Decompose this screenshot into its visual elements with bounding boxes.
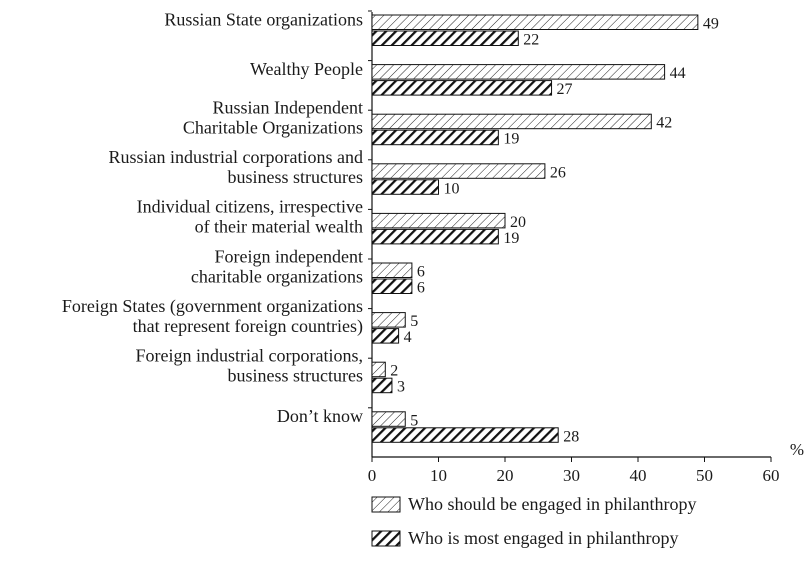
category-label: Foreign industrial corporations,	[136, 345, 363, 365]
bar-most-engaged	[371, 30, 519, 46]
x-tick-label: 30	[563, 466, 580, 485]
category-label: Wealthy People	[250, 59, 363, 79]
bar-should-engage	[371, 312, 406, 328]
bar-should-engage	[371, 113, 652, 130]
x-tick-label: 10	[430, 466, 447, 485]
category-label: of their material wealth	[195, 217, 363, 237]
bar-value-label: 5	[410, 412, 418, 429]
bar-most-engaged	[371, 377, 393, 394]
bar-most-engaged	[371, 228, 499, 245]
bar-value-label: 19	[503, 131, 519, 148]
bar-value-label: 5	[410, 313, 418, 330]
legend-swatch	[371, 530, 401, 547]
bar-value-label: 2	[390, 363, 398, 380]
category-label: Russian State organizations	[164, 9, 363, 29]
bar-should-engage	[371, 262, 413, 278]
bar-value-label: 26	[550, 164, 566, 181]
legend-swatch	[371, 496, 401, 513]
bar-most-engaged	[371, 328, 400, 344]
bar-value-label: 10	[444, 180, 460, 197]
bar-value-label: 6	[417, 280, 425, 297]
category-label: Russian industrial corporations and	[109, 147, 363, 167]
bar-value-label: 3	[397, 379, 405, 396]
x-tick-label: 40	[630, 466, 647, 485]
bar-most-engaged	[371, 129, 499, 146]
x-tick-label: 20	[497, 466, 514, 485]
bar-should-engage	[371, 212, 506, 229]
category-label: charitable organizations	[191, 266, 363, 286]
category-label: that represent foreign countries)	[133, 316, 363, 337]
bar-should-engage	[371, 14, 699, 30]
x-tick-label: 0	[368, 466, 377, 485]
bar-most-engaged	[371, 80, 553, 96]
category-label: Foreign independent	[215, 246, 363, 266]
legend: Who should be engaged in philanthropy Who…	[371, 494, 696, 548]
bar-should-engage	[371, 361, 386, 378]
bar-value-label: 19	[503, 230, 519, 247]
bar-most-engaged	[371, 427, 559, 443]
category-label: business structures	[228, 167, 363, 187]
bar-value-label: 20	[510, 214, 526, 231]
category-label: Don’t know	[277, 406, 363, 426]
bar-should-engage	[371, 163, 546, 179]
bar-value-label: 28	[563, 428, 579, 445]
bar-should-engage	[371, 411, 406, 427]
bar-value-label: 44	[670, 65, 686, 82]
bar-value-label: 22	[523, 32, 539, 49]
legend-label: Who is most engaged in philanthropy	[408, 528, 678, 548]
bar-value-label: 42	[656, 115, 672, 132]
x-axis-unit: %	[790, 440, 804, 459]
category-label: business structures	[228, 365, 363, 385]
bar-most-engaged	[371, 278, 413, 294]
plot-area: 0 10 20 30 40 50 60% 49 22 Russian State organiza…	[62, 9, 804, 485]
category-label: Foreign States (government organizations	[62, 296, 363, 317]
x-tick-label: 60	[763, 466, 780, 485]
category-label: Russian Independent	[213, 97, 363, 117]
bar-should-engage	[371, 64, 666, 80]
x-tick-label: 50	[696, 466, 713, 485]
category-label: Charitable Organizations	[183, 117, 363, 137]
bar-value-label: 27	[557, 81, 573, 98]
category-label: Individual citizens, irrespective	[137, 197, 363, 217]
bar-most-engaged	[371, 179, 439, 195]
bar-value-label: 49	[703, 16, 719, 33]
bar-value-label: 4	[404, 329, 412, 346]
legend-label: Who should be engaged in philanthropy	[408, 494, 696, 514]
bar-value-label: 6	[417, 264, 425, 281]
